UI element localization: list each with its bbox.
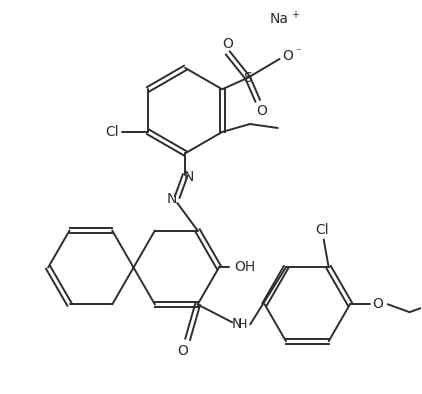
- Text: O: O: [256, 104, 267, 118]
- Text: O: O: [282, 49, 293, 63]
- Text: +: +: [292, 10, 300, 20]
- Text: ⁻: ⁻: [295, 47, 301, 57]
- Text: O: O: [177, 344, 188, 358]
- Text: S: S: [243, 71, 252, 85]
- Text: O: O: [372, 297, 383, 311]
- Text: Cl: Cl: [315, 223, 328, 236]
- Text: N: N: [184, 170, 195, 184]
- Text: Na: Na: [270, 12, 289, 26]
- Text: OH: OH: [234, 260, 255, 275]
- Text: N: N: [167, 192, 178, 206]
- Text: O: O: [222, 37, 233, 51]
- Text: Cl: Cl: [106, 125, 119, 139]
- Text: H: H: [238, 318, 247, 331]
- Text: N: N: [231, 317, 241, 331]
